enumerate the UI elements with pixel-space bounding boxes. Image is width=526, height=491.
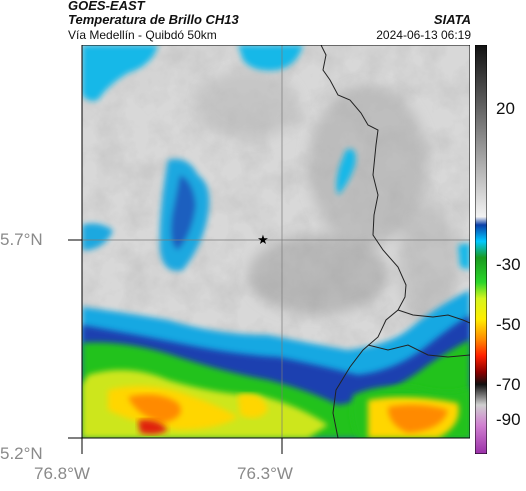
grey-cells [198,70,458,325]
colorbar-tick-minus30: -30 [496,255,521,274]
map-frame [81,45,470,439]
org-label: SIATA [433,12,471,27]
satellite-map: ★ [68,45,470,454]
datetime-label: 2024-06-13 06:19 [376,28,471,42]
colorbar [475,45,487,454]
admin-boundaries [320,45,470,439]
product-title: Temperatura de Brillo CH13 SIATA [68,12,471,27]
lon-label-76-3: 76.3°W [237,464,293,483]
axis-ticks [68,239,283,454]
colorbar-tick-minus70: -70 [496,375,521,394]
subtitle-row: Vía Medellín - Quibdó 50km 2024-06-13 06… [68,28,471,42]
colorbar-tick-20: 20 [496,99,515,118]
region-label: Vía Medellín - Quibdó 50km [68,28,217,42]
lat-label-5-2: 5.2°N [0,444,43,463]
cold-cloud-patches [82,45,470,271]
satellite-title: GOES-EAST [68,0,145,13]
star-icon: ★ [257,232,269,247]
lat-label-5-7: 5.7°N [0,230,43,249]
convective-band [82,290,470,438]
lon-label-76-8: 76.8°W [34,464,90,483]
colorbar-tick-minus90: -90 [496,410,521,429]
colorbar-tick-minus50: -50 [496,315,521,334]
product-label: Temperatura de Brillo CH13 [68,12,239,27]
